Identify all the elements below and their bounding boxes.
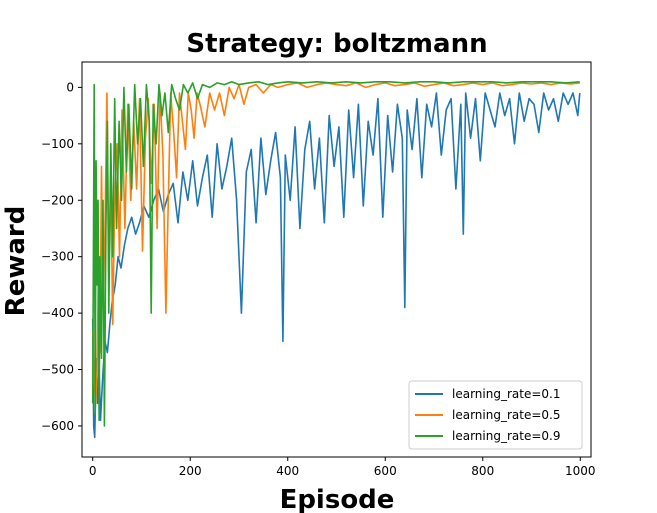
y-tick-label: −300 <box>41 250 74 264</box>
y-tick-label: −200 <box>41 193 74 207</box>
x-tick-label: 200 <box>179 464 202 478</box>
y-tick-label: −500 <box>41 363 74 377</box>
y-axis-title: Reward <box>1 206 31 317</box>
legend-label-2: learning_rate=0.5 <box>452 408 560 422</box>
series-line-1 <box>91 92 581 439</box>
y-axis: 0 −100 −200 −300 −400 −500 −600 <box>41 80 82 433</box>
y-tick-label: −100 <box>41 137 74 151</box>
y-tick-label: −600 <box>41 419 74 433</box>
plot-frame <box>81 61 592 458</box>
series-line-3 <box>91 81 580 427</box>
x-tick-label: 0 <box>89 464 97 478</box>
x-tick-label: 600 <box>374 464 397 478</box>
x-tick-label: 1000 <box>565 464 596 478</box>
legend: learning_rate=0.1 learning_rate=0.5learni… <box>408 380 583 450</box>
legend-label-3: learning_rate=0.9 <box>452 429 560 443</box>
x-axis: 0 200 400 600 800 1000 <box>89 457 596 478</box>
x-axis-title: Episode <box>280 485 395 513</box>
series-line-2 <box>91 82 580 405</box>
chart-title: Strategy: boltzmann <box>186 29 487 59</box>
x-tick-label: 400 <box>276 464 299 478</box>
series-layer <box>91 81 581 439</box>
legend-box <box>408 380 583 450</box>
y-tick-label: 0 <box>66 80 74 94</box>
legend-label-1: learning_rate=0.1 <box>452 387 560 401</box>
y-tick-label: −400 <box>41 306 74 320</box>
x-tick-label: 800 <box>471 464 494 478</box>
